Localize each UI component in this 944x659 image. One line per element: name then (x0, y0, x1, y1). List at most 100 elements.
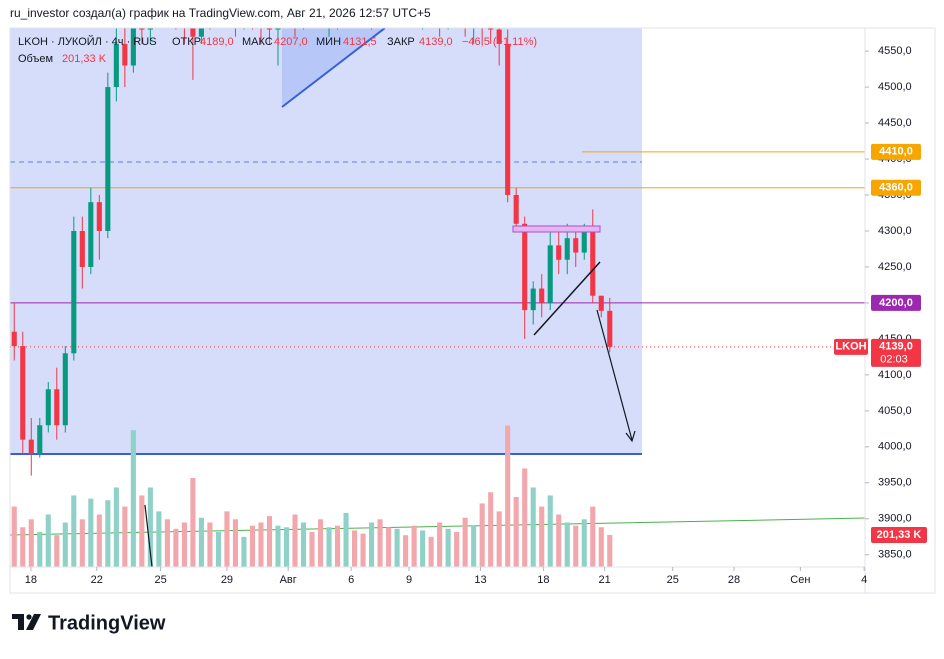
candle-body (513, 195, 519, 224)
volume-axis-label: 201,33 K (877, 529, 922, 541)
candle-body (20, 346, 26, 440)
y-tick-label: 4300,0 (878, 225, 912, 237)
volume-bar (420, 530, 426, 567)
candle-body (471, 0, 476, 8)
volume-bar (241, 536, 247, 567)
volume-bar (564, 522, 570, 567)
level-label-box (871, 143, 921, 160)
candle-body (326, 0, 331, 1)
candle-body (530, 288, 536, 311)
zone-rectangle (10, 28, 642, 454)
candle-body (113, 43, 119, 88)
x-tick-label: 25 (667, 574, 679, 586)
volume-bar (198, 517, 204, 567)
volume-bar (266, 516, 273, 567)
legend-high-label: МАКС (242, 36, 273, 48)
x-tick-label: 9 (406, 574, 412, 586)
y-tick-label: 4000,0 (878, 441, 912, 453)
level-label-box (871, 179, 921, 196)
candle-body (130, 28, 136, 66)
level-label: 4200,0 (879, 297, 913, 309)
volume-bar (173, 528, 179, 567)
candle-body (11, 331, 17, 347)
volume-bar (164, 519, 170, 567)
volume-bar (369, 522, 375, 567)
y-tick-label: 4550,0 (878, 45, 912, 57)
volume-bar (394, 528, 400, 567)
candle-body (54, 389, 60, 426)
legend-volume-label: Объем (18, 53, 53, 65)
volume-label-box (871, 526, 927, 543)
candle-body (28, 439, 34, 455)
volume-bar (360, 533, 366, 567)
volume-bar (352, 530, 358, 567)
candle-body (437, 0, 442, 1)
candle-body (147, 28, 153, 30)
y-tick-label: 3950,0 (878, 477, 912, 489)
legend-high: 4207,0 (274, 36, 308, 48)
candle-body (105, 87, 111, 231)
candle-body (71, 230, 77, 354)
volume-bar (45, 514, 51, 567)
volume-bar (113, 487, 119, 567)
logo: TradingView (12, 612, 166, 634)
candle-body (556, 245, 562, 260)
volume-bar (590, 506, 596, 567)
candle-body (318, 0, 323, 1)
volume-bar (283, 527, 290, 567)
last-price-box (871, 338, 921, 367)
x-tick-label: 28 (728, 574, 740, 586)
volume-bar (88, 498, 94, 567)
volume-bar (275, 525, 281, 567)
legend-symbol: LKOH · ЛУКОЙЛ · 4ч · RUS (18, 35, 157, 48)
volume-bar (96, 514, 102, 567)
x-tick-label: 21 (599, 574, 611, 586)
candle-body (156, 0, 161, 1)
logo-mark (12, 614, 24, 630)
volume-bar (232, 519, 238, 567)
arrow-head (625, 430, 636, 443)
x-tick-label: 25 (154, 574, 166, 586)
volume-bar (513, 497, 519, 567)
volume-bar (411, 525, 417, 567)
candle-body (88, 202, 94, 267)
candle-body (139, 28, 145, 30)
last-price-label: 4139,0 (879, 341, 913, 353)
volume-drawing (144, 504, 153, 567)
level-label-box (871, 294, 921, 311)
volume-bar (556, 514, 562, 567)
candle-body (607, 310, 613, 347)
logo-text: TradingView (48, 612, 166, 634)
volume-bar (343, 512, 349, 567)
volume-bar (207, 522, 213, 567)
level-label: 4410,0 (879, 146, 913, 158)
header: ru_investor создал(а) график на TradingV… (10, 6, 431, 20)
volume-bar (215, 532, 221, 567)
legend-change: −46,5 (−1,11%) (462, 36, 537, 48)
volume-bar (54, 535, 60, 567)
volume-bar (292, 514, 298, 567)
y-tick-label: 4050,0 (878, 405, 912, 417)
y-tick-label: 4450,0 (878, 117, 912, 129)
volume-bar (71, 495, 77, 567)
legend-open: 4189,0 (200, 36, 234, 48)
volume-bar (224, 511, 230, 567)
candle-body (598, 295, 604, 311)
legend-low-label: МИН (316, 36, 341, 48)
y-tick-label: 4250,0 (878, 261, 912, 273)
candle-body (190, 28, 196, 37)
range-box (512, 225, 601, 233)
candle-body (581, 230, 587, 253)
y-tick-label: 4100,0 (878, 369, 912, 381)
candle-body (62, 353, 68, 426)
volume-bar (377, 519, 383, 567)
frame (9, 27, 936, 594)
x-tick-label: Сен (790, 574, 810, 586)
volume-bar (326, 527, 332, 567)
legend: LKOH · ЛУКОЙЛ · 4ч · RUS ОТКР 4189,0 МАК… (18, 35, 537, 65)
candle-body (547, 245, 553, 303)
logo-mark (26, 614, 32, 620)
x-tick-label: 6 (348, 574, 354, 586)
